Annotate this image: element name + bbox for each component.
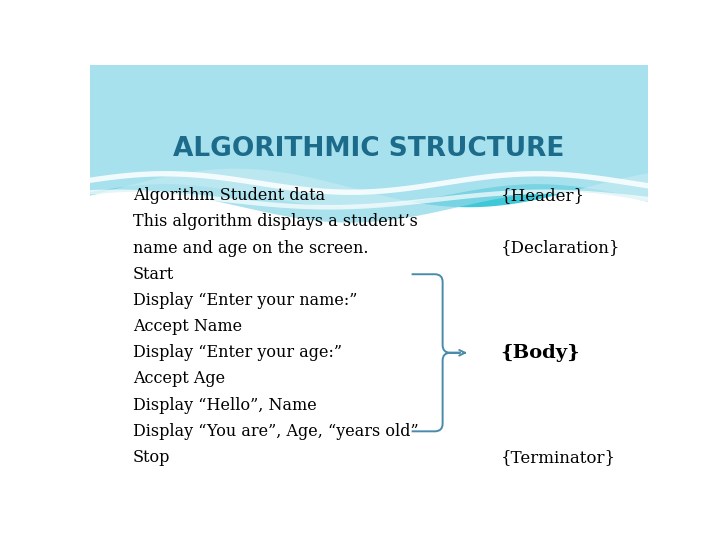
Text: This algorithm displays a student’s: This algorithm displays a student’s [132, 213, 418, 231]
Text: Stop: Stop [132, 449, 170, 466]
Text: Start: Start [132, 266, 174, 283]
Text: {Header}: {Header} [500, 187, 585, 204]
Text: Accept Name: Accept Name [132, 318, 242, 335]
Text: Accept Age: Accept Age [132, 370, 225, 388]
Polygon shape [90, 171, 648, 195]
Text: {Declaration}: {Declaration} [500, 240, 620, 256]
Polygon shape [90, 65, 648, 222]
Polygon shape [90, 190, 648, 210]
Text: Display “Enter your age:”: Display “Enter your age:” [132, 345, 341, 361]
Text: Display “Hello”, Name: Display “Hello”, Name [132, 397, 316, 414]
Text: Display “You are”, Age, “years old”: Display “You are”, Age, “years old” [132, 423, 418, 440]
Text: name and age on the screen.: name and age on the screen. [132, 240, 368, 256]
Text: ALGORITHMIC STRUCTURE: ALGORITHMIC STRUCTURE [174, 137, 564, 163]
Text: Display “Enter your name:”: Display “Enter your name:” [132, 292, 357, 309]
Text: {Body}: {Body} [500, 344, 580, 362]
Text: {Terminator}: {Terminator} [500, 449, 616, 466]
Polygon shape [90, 65, 648, 207]
Text: Algorithm Student data: Algorithm Student data [132, 187, 325, 204]
Polygon shape [90, 65, 648, 207]
